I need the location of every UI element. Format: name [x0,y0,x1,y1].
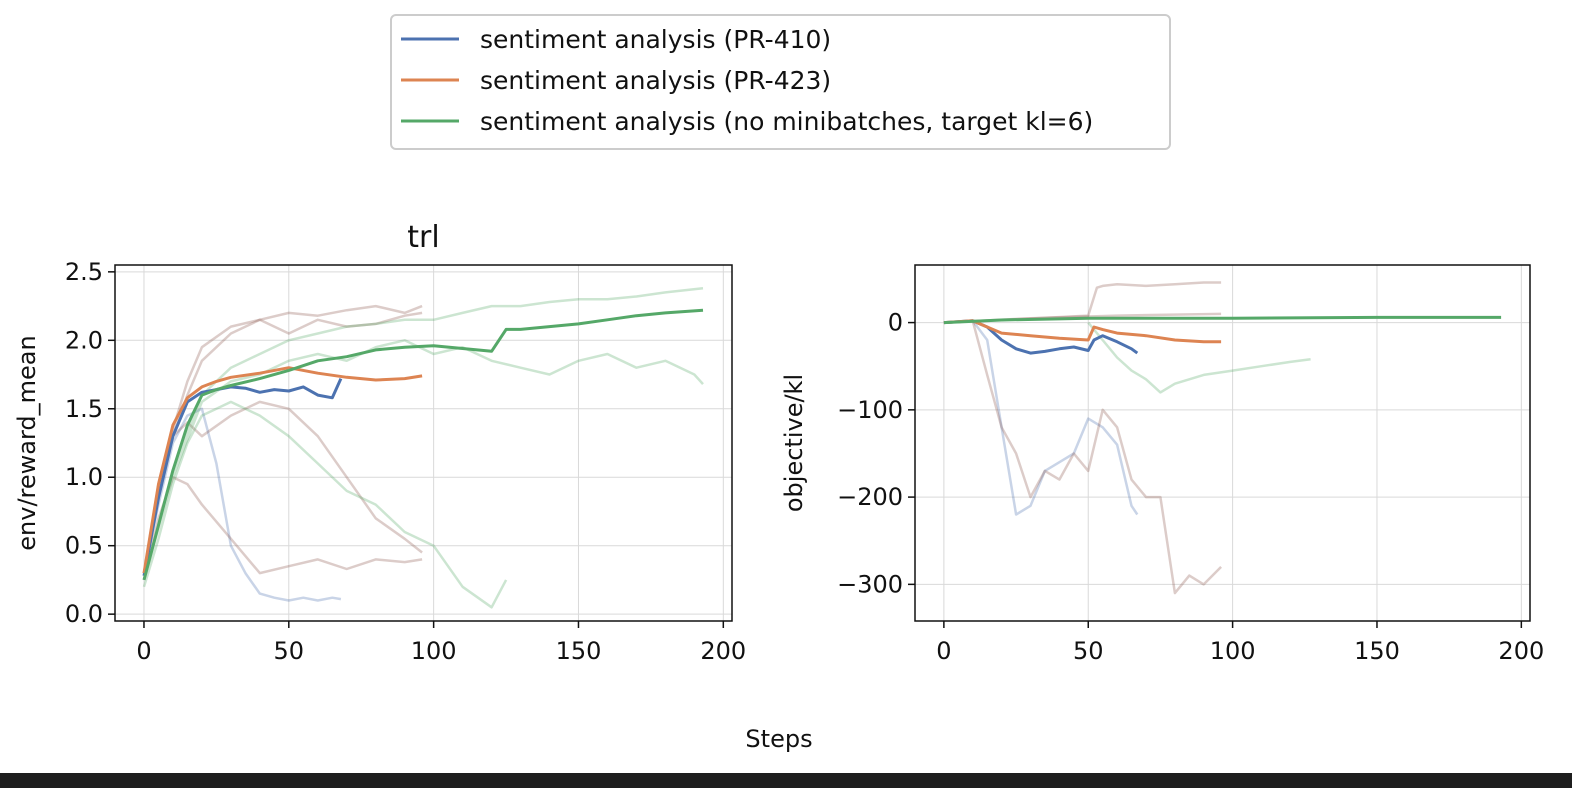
plot-title: trl [407,220,439,255]
plot-area [915,265,1530,621]
series-line-0 [142,377,343,577]
y-axis-label: env/reward_mean [13,335,41,550]
x-tick-label: 100 [411,637,457,665]
y-axis-label: objective/kl [780,374,808,512]
y-tick-label: 2.0 [65,326,103,354]
x-tick-label: 0 [136,637,151,665]
series-line-0 [943,319,1139,355]
reward-plot: 0 50 100 150 200 0.0 0.5 1.0 1.5 2.0 2.5 env/reward… [13,220,746,665]
legend-label-pr410: sentiment analysis (PR-410) [480,25,831,54]
y-tick-label: 0.5 [65,532,103,560]
x-tick-label: 200 [700,637,746,665]
legend: sentiment analysis (PR-410) sentiment an… [390,14,1171,150]
faint-run-line [142,407,342,602]
x-tick-label: 100 [1210,637,1256,665]
series-line-2 [142,308,704,581]
x-tick-label: 0 [936,637,951,665]
faint-run-line [142,287,704,581]
faint-run-line [142,475,423,581]
x-tick-label: 150 [556,637,602,665]
y-tick-label: −100 [837,396,903,424]
bottom-bar [0,773,1572,788]
legend-label-pr423: sentiment analysis (PR-423) [480,66,831,95]
series-line-1 [943,319,1222,344]
plot-frame [914,264,1531,622]
x-tick-label: 150 [1354,637,1400,665]
kl-plot: 0 50 100 150 200 0 −100 −200 −300 objective/kl [780,264,1544,665]
series-line-1 [142,366,423,574]
y-tick-label: 0 [888,309,903,337]
y-tick-label: 1.5 [65,395,103,423]
series-line-2 [943,315,1502,325]
x-tick-label: 200 [1498,637,1544,665]
x-tick-label: 50 [274,637,305,665]
y-tick-label: −200 [837,483,903,511]
legend-label-no-minibatches: sentiment analysis (no minibatches, targ… [480,107,1093,136]
figure-xlabel: Steps [745,725,812,753]
faint-run-line [943,319,1222,595]
legend-frame [390,14,1171,150]
faint-run-line [943,319,1139,516]
y-tick-label: −300 [837,570,903,598]
y-tick-label: 1.0 [65,463,103,491]
x-tick-label: 50 [1073,637,1104,665]
faint-run-line [1087,321,1311,394]
faint-run-line [142,339,704,581]
faint-run-line [142,400,508,609]
y-tick-label: 0.0 [65,600,103,628]
plot-frame [114,264,733,622]
plot-area [115,265,732,621]
y-tick-label: 2.5 [65,258,103,286]
